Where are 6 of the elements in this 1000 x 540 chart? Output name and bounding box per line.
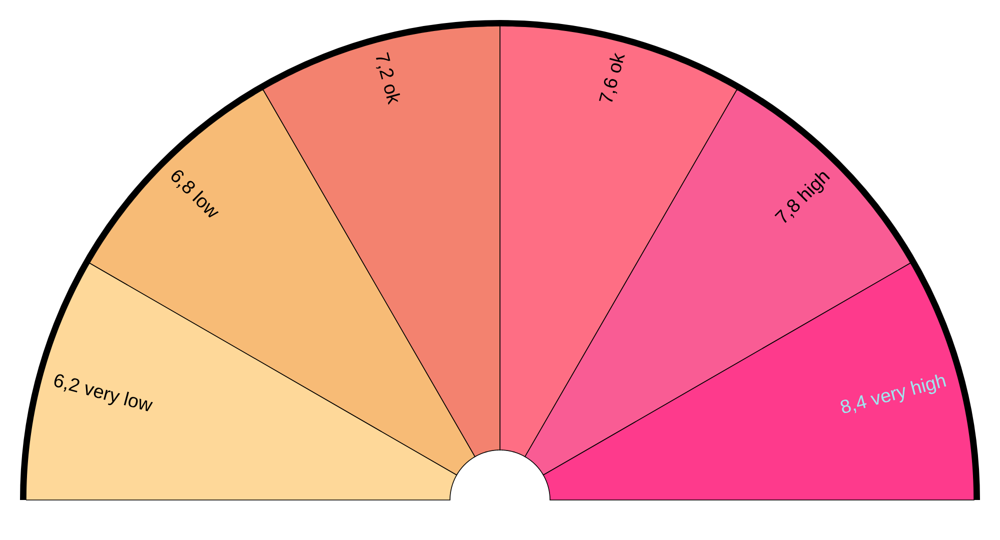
slice-label: 7,6 ok <box>596 50 630 106</box>
slice-label: 7,8 high <box>772 166 834 229</box>
slice-label: 6,8 low <box>166 166 224 224</box>
slice-label: 7,2 ok <box>370 50 404 107</box>
slice-label: 8,4 very high <box>838 370 949 419</box>
slice-label: 6,2 very low <box>51 370 155 417</box>
